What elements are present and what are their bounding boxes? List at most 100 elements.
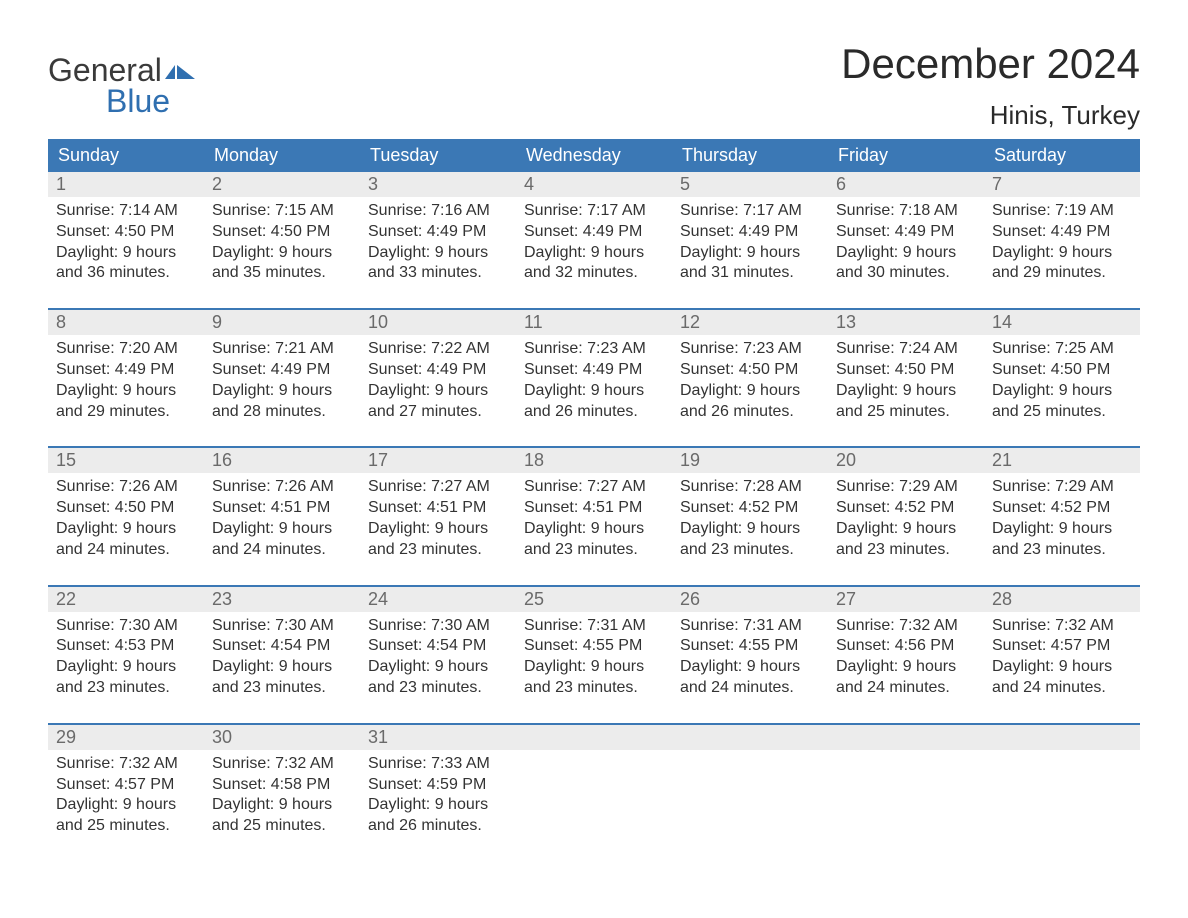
- day-cell: Sunrise: 7:15 AMSunset: 4:50 PMDaylight:…: [204, 197, 360, 294]
- sunset-line: Sunset: 4:59 PM: [368, 775, 506, 796]
- day-number: 21: [984, 448, 1140, 473]
- day-number: 13: [828, 310, 984, 335]
- week-block: 891011121314Sunrise: 7:20 AMSunset: 4:49…: [48, 310, 1140, 432]
- calendar-header-cell: Thursday: [672, 139, 828, 172]
- sunrise-line: Sunrise: 7:22 AM: [368, 339, 506, 360]
- daynum-row: 891011121314: [48, 310, 1140, 335]
- day-cell: Sunrise: 7:16 AMSunset: 4:49 PMDaylight:…: [360, 197, 516, 294]
- sunrise-line: Sunrise: 7:32 AM: [992, 616, 1130, 637]
- day-cell: Sunrise: 7:26 AMSunset: 4:51 PMDaylight:…: [204, 473, 360, 570]
- sunrise-line: Sunrise: 7:19 AM: [992, 201, 1130, 222]
- logo: General Blue: [48, 52, 195, 120]
- sunset-line: Sunset: 4:58 PM: [212, 775, 350, 796]
- sunset-line: Sunset: 4:50 PM: [56, 498, 194, 519]
- day-cell: Sunrise: 7:29 AMSunset: 4:52 PMDaylight:…: [984, 473, 1140, 570]
- sunrise-line: Sunrise: 7:17 AM: [524, 201, 662, 222]
- sunset-line: Sunset: 4:49 PM: [368, 360, 506, 381]
- day-cell: Sunrise: 7:22 AMSunset: 4:49 PMDaylight:…: [360, 335, 516, 432]
- day-number: 24: [360, 587, 516, 612]
- sunset-line: Sunset: 4:49 PM: [524, 222, 662, 243]
- day-cell: Sunrise: 7:25 AMSunset: 4:50 PMDaylight:…: [984, 335, 1140, 432]
- sunrise-line: Sunrise: 7:30 AM: [212, 616, 350, 637]
- sunset-line: Sunset: 4:50 PM: [992, 360, 1130, 381]
- day-cell: Sunrise: 7:24 AMSunset: 4:50 PMDaylight:…: [828, 335, 984, 432]
- daylight-line: Daylight: 9 hours and 24 minutes.: [992, 657, 1130, 699]
- sunrise-line: Sunrise: 7:23 AM: [524, 339, 662, 360]
- daylight-line: Daylight: 9 hours and 23 minutes.: [836, 519, 974, 561]
- sunset-line: Sunset: 4:49 PM: [524, 360, 662, 381]
- sunrise-line: Sunrise: 7:16 AM: [368, 201, 506, 222]
- month-title: December 2024: [841, 40, 1140, 88]
- calendar-header-cell: Wednesday: [516, 139, 672, 172]
- day-number: 29: [48, 725, 204, 750]
- day-cell: Sunrise: 7:19 AMSunset: 4:49 PMDaylight:…: [984, 197, 1140, 294]
- daylight-line: Daylight: 9 hours and 25 minutes.: [212, 795, 350, 837]
- sunset-line: Sunset: 4:53 PM: [56, 636, 194, 657]
- week-block: 1234567Sunrise: 7:14 AMSunset: 4:50 PMDa…: [48, 172, 1140, 294]
- daylight-line: Daylight: 9 hours and 30 minutes.: [836, 243, 974, 285]
- sunset-line: Sunset: 4:49 PM: [992, 222, 1130, 243]
- day-number: 27: [828, 587, 984, 612]
- daylight-line: Daylight: 9 hours and 26 minutes.: [368, 795, 506, 837]
- daynum-row: 22232425262728: [48, 587, 1140, 612]
- day-cell: Sunrise: 7:26 AMSunset: 4:50 PMDaylight:…: [48, 473, 204, 570]
- day-number: 12: [672, 310, 828, 335]
- day-cell: Sunrise: 7:30 AMSunset: 4:53 PMDaylight:…: [48, 612, 204, 709]
- day-number: 11: [516, 310, 672, 335]
- sunrise-line: Sunrise: 7:23 AM: [680, 339, 818, 360]
- sunset-line: Sunset: 4:50 PM: [680, 360, 818, 381]
- day-cell: [516, 750, 672, 847]
- calendar-header-cell: Saturday: [984, 139, 1140, 172]
- daylight-line: Daylight: 9 hours and 25 minutes.: [56, 795, 194, 837]
- day-number: 20: [828, 448, 984, 473]
- day-number: 5: [672, 172, 828, 197]
- sunset-line: Sunset: 4:57 PM: [56, 775, 194, 796]
- day-cell: Sunrise: 7:30 AMSunset: 4:54 PMDaylight:…: [360, 612, 516, 709]
- calendar-header-cell: Friday: [828, 139, 984, 172]
- daylight-line: Daylight: 9 hours and 28 minutes.: [212, 381, 350, 423]
- daynum-row: 293031: [48, 725, 1140, 750]
- sunset-line: Sunset: 4:52 PM: [836, 498, 974, 519]
- sunrise-line: Sunrise: 7:27 AM: [368, 477, 506, 498]
- sunrise-line: Sunrise: 7:15 AM: [212, 201, 350, 222]
- day-number: 1: [48, 172, 204, 197]
- daylight-line: Daylight: 9 hours and 29 minutes.: [992, 243, 1130, 285]
- calendar-header-cell: Sunday: [48, 139, 204, 172]
- day-cell: [828, 750, 984, 847]
- sunrise-line: Sunrise: 7:30 AM: [56, 616, 194, 637]
- sunset-line: Sunset: 4:49 PM: [212, 360, 350, 381]
- day-number: 25: [516, 587, 672, 612]
- daylight-line: Daylight: 9 hours and 26 minutes.: [680, 381, 818, 423]
- calendar-header-row: SundayMondayTuesdayWednesdayThursdayFrid…: [48, 139, 1140, 172]
- week-block: 293031Sunrise: 7:32 AMSunset: 4:57 PMDay…: [48, 725, 1140, 847]
- day-cell: [984, 750, 1140, 847]
- daylight-line: Daylight: 9 hours and 35 minutes.: [212, 243, 350, 285]
- sunset-line: Sunset: 4:51 PM: [524, 498, 662, 519]
- day-number: 31: [360, 725, 516, 750]
- sunrise-line: Sunrise: 7:32 AM: [212, 754, 350, 775]
- day-cell: Sunrise: 7:27 AMSunset: 4:51 PMDaylight:…: [360, 473, 516, 570]
- day-cell: [672, 750, 828, 847]
- day-number: 14: [984, 310, 1140, 335]
- sunrise-line: Sunrise: 7:28 AM: [680, 477, 818, 498]
- daylight-line: Daylight: 9 hours and 23 minutes.: [524, 657, 662, 699]
- daylight-line: Daylight: 9 hours and 27 minutes.: [368, 381, 506, 423]
- day-cell: Sunrise: 7:23 AMSunset: 4:49 PMDaylight:…: [516, 335, 672, 432]
- day-number: 3: [360, 172, 516, 197]
- day-number: 22: [48, 587, 204, 612]
- week-block: 22232425262728Sunrise: 7:30 AMSunset: 4:…: [48, 587, 1140, 709]
- day-number: [828, 725, 984, 750]
- day-cell: Sunrise: 7:27 AMSunset: 4:51 PMDaylight:…: [516, 473, 672, 570]
- day-cell: Sunrise: 7:29 AMSunset: 4:52 PMDaylight:…: [828, 473, 984, 570]
- content-row: Sunrise: 7:26 AMSunset: 4:50 PMDaylight:…: [48, 473, 1140, 570]
- day-number: 15: [48, 448, 204, 473]
- day-number: 26: [672, 587, 828, 612]
- calendar-header-cell: Tuesday: [360, 139, 516, 172]
- logo-word-blue: Blue: [106, 83, 170, 120]
- daylight-line: Daylight: 9 hours and 33 minutes.: [368, 243, 506, 285]
- sunrise-line: Sunrise: 7:25 AM: [992, 339, 1130, 360]
- daylight-line: Daylight: 9 hours and 23 minutes.: [212, 657, 350, 699]
- calendar: SundayMondayTuesdayWednesdayThursdayFrid…: [48, 139, 1140, 847]
- day-cell: Sunrise: 7:32 AMSunset: 4:56 PMDaylight:…: [828, 612, 984, 709]
- sunset-line: Sunset: 4:49 PM: [368, 222, 506, 243]
